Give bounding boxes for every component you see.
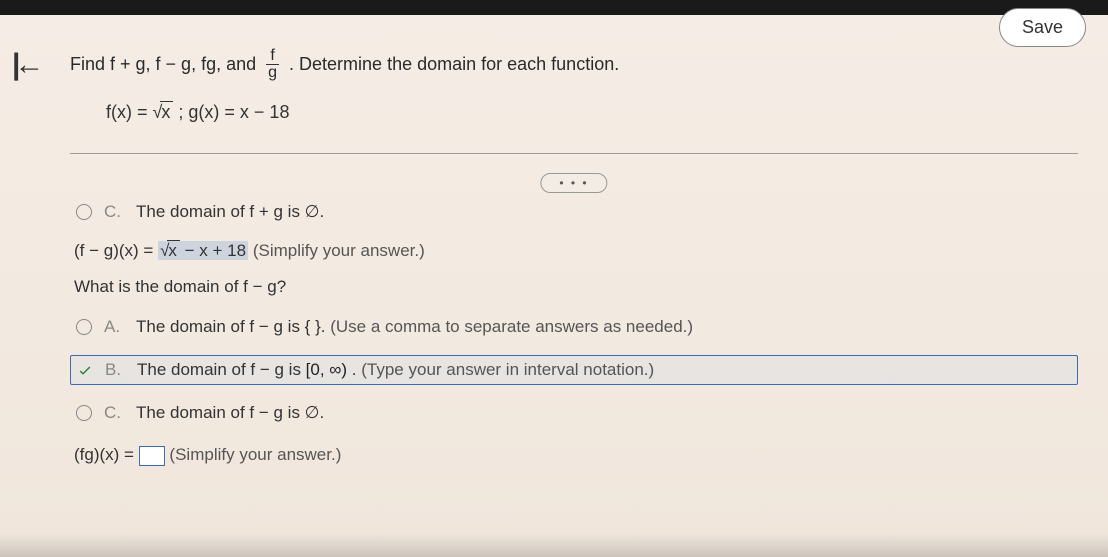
empty-set-symbol: ∅.	[305, 202, 325, 221]
option-letter: A.	[104, 317, 124, 337]
function-definitions: f(x) = x ; g(x) = x − 18	[106, 101, 1078, 123]
sqrt-x: x	[153, 101, 174, 123]
fraction-denominator: g	[264, 65, 281, 81]
fx-label: f(x) =	[106, 102, 153, 122]
option-text-prefix: The domain of f + g is	[136, 202, 305, 221]
option-c[interactable]: C. The domain of f − g is ∅.	[70, 399, 1078, 427]
answers-section: C. The domain of f + g is ∅. (f − g)(x) …	[70, 198, 1078, 466]
option-letter: C.	[104, 403, 124, 423]
option-b-hint: (Type your answer in interval notation.)	[361, 360, 654, 379]
divider-line	[70, 153, 1078, 154]
sqrt-x-2: x	[160, 240, 180, 261]
option-letter: C.	[104, 202, 124, 222]
option-text: The domain of f − g is { }. (Use a comma…	[136, 317, 693, 337]
fraction-f-over-g: f g	[264, 48, 281, 81]
gx-label: ; g(x) = x − 18	[173, 102, 289, 122]
option-a[interactable]: A. The domain of f − g is { }. (Use a co…	[70, 313, 1078, 341]
fg-product-line: (fg)(x) = (Simplify your answer.)	[74, 445, 1078, 466]
domain-question: What is the domain of f − g?	[74, 277, 1078, 297]
content-area: Find f + g, f − g, fg, and f g . Determi…	[70, 48, 1078, 482]
fgprod-lhs: (fg)(x) =	[74, 445, 139, 464]
option-text: The domain of f + g is ∅.	[136, 202, 324, 222]
option-a-text: The domain of f − g is { }.	[136, 317, 330, 336]
radio-icon[interactable]	[76, 204, 92, 220]
question-suffix: . Determine the domain for each function…	[289, 52, 619, 77]
save-button[interactable]: Save	[999, 8, 1086, 47]
fg-rhs: − x + 18	[180, 241, 246, 260]
fg-product-input[interactable]	[139, 446, 165, 466]
radio-icon[interactable]	[76, 405, 92, 421]
option-letter: B.	[105, 360, 125, 380]
radicand-2: x	[167, 240, 180, 261]
question-prompt: Find f + g, f − g, fg, and f g . Determi…	[70, 48, 1078, 81]
top-bar	[0, 0, 1108, 15]
option-text: The domain of f − g is ∅.	[136, 403, 324, 423]
option-b-text: The domain of f − g is	[137, 360, 306, 379]
radio-icon[interactable]	[76, 319, 92, 335]
checkmark-icon	[77, 362, 93, 378]
expand-ellipsis-button[interactable]: • • •	[540, 173, 607, 193]
question-prefix: Find f + g, f − g, fg, and	[70, 52, 256, 77]
fg-answer-highlight: x − x + 18	[158, 241, 248, 260]
option-a-hint: (Use a comma to separate answers as need…	[330, 317, 693, 336]
back-arrow-icon[interactable]: |←	[12, 48, 38, 82]
simplify-hint-2: (Simplify your answer.)	[165, 445, 342, 464]
bottom-shadow	[0, 533, 1108, 557]
option-c-fg-domain[interactable]: C. The domain of f + g is ∅.	[70, 198, 1078, 226]
fraction-numerator: f	[266, 48, 278, 65]
option-text: The domain of f − g is [0, ∞) . (Type yo…	[137, 360, 654, 380]
option-b-selected[interactable]: B. The domain of f − g is [0, ∞) . (Type…	[70, 355, 1078, 385]
option-b-suffix: .	[347, 360, 361, 379]
fg-lhs: (f − g)(x) =	[74, 241, 158, 260]
simplify-hint: (Simplify your answer.)	[248, 241, 425, 260]
radicand: x	[160, 101, 173, 123]
f-minus-g-expression: (f − g)(x) = x − x + 18 (Simplify your a…	[74, 240, 1078, 261]
interval-answer: [0, ∞)	[306, 360, 347, 379]
